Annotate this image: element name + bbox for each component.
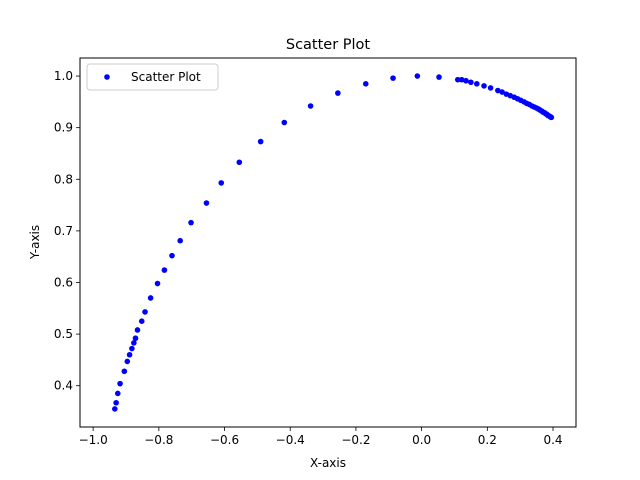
data-point — [134, 327, 141, 333]
data-point — [495, 87, 501, 94]
x-tick-label: 0.2 — [478, 433, 497, 447]
chart-title: Scatter Plot — [286, 37, 371, 53]
data-point — [454, 76, 461, 83]
data-point — [474, 81, 480, 87]
data-point — [138, 318, 145, 325]
data-point — [188, 219, 194, 226]
y-tick-label: 0.6 — [54, 275, 73, 289]
data-point — [499, 89, 505, 95]
legend-label: Scatter Plot — [131, 70, 201, 84]
data-point — [218, 180, 225, 186]
legend-marker — [104, 74, 110, 80]
data-point — [124, 358, 131, 365]
data-point — [142, 309, 148, 315]
legend: Scatter Plot — [86, 63, 219, 91]
data-point — [203, 200, 210, 206]
data-point — [132, 335, 139, 342]
data-point — [468, 79, 474, 86]
data-point — [362, 81, 369, 87]
data-point — [177, 237, 183, 244]
data-point — [131, 340, 137, 346]
data-point — [481, 83, 487, 89]
data-point — [548, 114, 555, 121]
data-point — [114, 390, 121, 397]
data-point — [257, 138, 264, 145]
data-point — [154, 280, 161, 287]
x-axis-label: X-axis — [310, 456, 346, 470]
data-point — [307, 103, 314, 109]
data-point — [436, 74, 442, 80]
y-tick-label: 0.4 — [54, 379, 73, 393]
y-tick-label: 0.7 — [54, 224, 73, 238]
data-point — [236, 159, 243, 166]
data-point — [414, 73, 421, 79]
plot-frame — [79, 57, 577, 428]
y-tick-label: 0.9 — [54, 121, 73, 135]
y-tick-label: 0.5 — [54, 327, 73, 341]
data-point — [129, 345, 135, 352]
x-tick-label: 0.0 — [412, 433, 431, 447]
x-tick-label: −0.8 — [144, 433, 173, 447]
x-tick-label: −0.6 — [210, 433, 239, 447]
data-point — [126, 351, 133, 358]
data-point — [390, 75, 396, 81]
x-tick-label: −0.2 — [341, 433, 370, 447]
data-point — [112, 406, 118, 412]
plot-area — [79, 57, 577, 428]
data-point — [169, 252, 175, 259]
data-point — [117, 380, 123, 387]
data-point — [121, 368, 128, 375]
data-point — [281, 119, 288, 126]
x-tick-label: −1.0 — [79, 433, 108, 447]
data-point — [463, 77, 469, 84]
data-points — [112, 73, 555, 412]
data-point — [147, 295, 154, 301]
legend-box — [86, 63, 219, 91]
data-point — [335, 90, 341, 96]
data-point — [161, 267, 168, 273]
data-point — [487, 85, 494, 91]
y-axis-label: Y-axis — [28, 225, 42, 260]
y-tick-label: 1.0 — [54, 69, 73, 83]
x-axis: −1.0 −0.8 −0.6 −0.4 −0.2 0.0 0.2 0.4 — [79, 427, 563, 447]
data-point — [113, 399, 119, 406]
x-tick-label: −0.4 — [276, 433, 305, 447]
data-point — [458, 76, 465, 83]
y-tick-label: 0.8 — [54, 172, 73, 186]
y-axis: 0.4 0.5 0.6 0.7 0.8 0.9 1.0 — [54, 69, 80, 393]
x-tick-label: 0.4 — [543, 433, 562, 447]
